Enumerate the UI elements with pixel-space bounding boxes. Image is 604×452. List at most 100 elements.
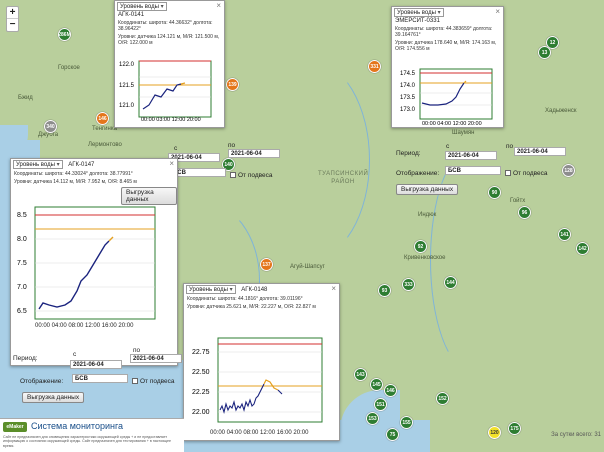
- place-label: Гойтх: [510, 198, 526, 204]
- station-marker[interactable]: 146: [384, 384, 397, 397]
- export-button[interactable]: Выгрузка данных: [22, 392, 85, 403]
- place-label: Тенгинка: [92, 126, 117, 132]
- close-icon[interactable]: ×: [331, 284, 336, 293]
- station-marker[interactable]: 146: [96, 112, 109, 125]
- station-marker[interactable]: 137: [260, 258, 273, 271]
- footer: eMaker Система мониторинга Сайт не предн…: [0, 418, 184, 452]
- display-select[interactable]: БСВ: [170, 168, 226, 177]
- parameter-select[interactable]: Уровень воды: [186, 285, 236, 294]
- checkbox[interactable]: [230, 172, 236, 179]
- date-to-input[interactable]: 2021-06-04: [514, 147, 566, 156]
- station-marker[interactable]: 92: [414, 240, 427, 253]
- station-name: ЭМЕРСИТ-0331: [395, 18, 440, 24]
- y-tick: 121.0: [119, 103, 135, 109]
- place-label: Лермонтово: [88, 142, 122, 148]
- station-marker[interactable]: 12: [546, 36, 559, 49]
- podves-checkbox[interactable]: От подвеса: [505, 170, 547, 177]
- station-marker[interactable]: 13: [538, 46, 551, 59]
- close-icon[interactable]: ×: [495, 7, 500, 16]
- podves-checkbox[interactable]: От подвеса: [132, 378, 174, 385]
- y-tick: 22.75: [192, 349, 210, 356]
- station-coordinates: Координаты: широта: 44.1816° долгота: 39…: [187, 296, 303, 302]
- x-ticks: 00:00 04:00 12:00 20:00: [422, 121, 482, 127]
- district-label: ТУАПСИНСКИЙ РАЙОН: [318, 171, 369, 185]
- y-tick: 174.5: [400, 71, 416, 77]
- station-marker[interactable]: 286M: [58, 28, 71, 41]
- checkbox[interactable]: [505, 170, 511, 177]
- station-marker[interactable]: 120: [488, 426, 501, 439]
- station-marker[interactable]: 152: [436, 392, 449, 405]
- podves-checkbox[interactable]: От подвеса: [230, 172, 272, 179]
- close-icon[interactable]: ×: [216, 1, 221, 10]
- station-marker[interactable]: 96: [518, 206, 531, 219]
- station-marker[interactable]: 155: [400, 416, 413, 429]
- water-level-chart: 22.75 22.50 22.25 22.00: [192, 337, 323, 423]
- station-name: АГК-0147: [68, 162, 95, 168]
- place-label: Кривенковское: [404, 255, 446, 261]
- station-marker[interactable]: 139: [226, 78, 239, 91]
- y-tick: 174.0: [400, 83, 416, 89]
- export-button[interactable]: Выгрузка данных: [396, 184, 459, 195]
- station-marker[interactable]: 331: [368, 60, 381, 73]
- river: [140, 200, 260, 360]
- station-marker[interactable]: 142: [576, 242, 589, 255]
- water-level-chart: 174.5 174.0 173.5 173.0 00:00 04:00 12:0…: [400, 68, 493, 127]
- checkbox[interactable]: [132, 378, 138, 385]
- station-levels: Уровни: датчика 178.640 м, М/Я: 174.163 …: [395, 40, 497, 52]
- station-marker[interactable]: 128: [562, 164, 575, 177]
- date-from-input[interactable]: 2021-06-04: [70, 360, 122, 369]
- y-tick: 122.0: [119, 62, 135, 68]
- station-levels: Уровни: датчика 124.121 м, М/Я: 121.500 …: [118, 34, 220, 46]
- water-level-chart: 8.5 8.0 7.5 7.0 6.5: [17, 206, 156, 320]
- station-marker[interactable]: 144: [444, 276, 457, 289]
- place-label: Индюк: [418, 212, 437, 218]
- y-tick: 7.0: [17, 284, 27, 291]
- from-label: с: [174, 145, 178, 152]
- to-label: по: [133, 347, 141, 354]
- station-marker[interactable]: 90: [488, 186, 501, 199]
- station-marker[interactable]: 140: [222, 158, 235, 171]
- station-marker[interactable]: 151: [374, 398, 387, 411]
- display-label: Отображение:: [396, 170, 440, 177]
- y-tick: 22.50: [192, 369, 210, 376]
- y-tick: 173.5: [400, 95, 416, 101]
- parameter-select[interactable]: Уровень воды: [13, 160, 63, 169]
- to-label: по: [228, 142, 236, 149]
- river: [250, 60, 370, 260]
- place-label: Джубга: [38, 132, 59, 138]
- y-tick: 22.25: [192, 389, 210, 396]
- water-level-chart: 122.0 121.5 121.0 00:00 03:00 12:00 20:0…: [119, 60, 212, 123]
- station-marker[interactable]: 175: [508, 422, 521, 435]
- display-select[interactable]: БСВ: [445, 166, 501, 175]
- parameter-select[interactable]: Уровень воды: [394, 8, 444, 17]
- parameter-select[interactable]: Уровень воды: [117, 2, 167, 11]
- station-levels: Уровни: датчика 14.112 м, М/Я: 7.952 м, …: [14, 179, 137, 185]
- date-to-input[interactable]: 2021-06-04: [228, 149, 280, 158]
- date-from-input[interactable]: 2021-06-04: [445, 151, 497, 160]
- station-popup-agk0141: Уровень воды × АГК-0141 Координаты: широ…: [114, 0, 225, 128]
- station-coordinates: Координаты: широта: 44.33024° долгота: 3…: [14, 171, 133, 177]
- date-to-input[interactable]: 2021-06-04: [130, 354, 182, 363]
- display-select[interactable]: БСВ: [72, 374, 128, 383]
- export-button[interactable]: Выгрузка данных: [121, 187, 177, 205]
- y-tick: 6.5: [17, 308, 27, 315]
- date-from-input[interactable]: 2021-06-04: [168, 153, 220, 162]
- station-marker[interactable]: 93: [378, 284, 391, 297]
- period-label: Период:: [13, 355, 38, 362]
- site-title: Система мониторинга: [31, 421, 124, 431]
- station-marker[interactable]: 340: [44, 120, 57, 133]
- status-text: За сутки всего: 31: [551, 432, 601, 438]
- station-marker[interactable]: 75: [386, 428, 399, 441]
- station-marker[interactable]: 153: [366, 412, 379, 425]
- station-popup-agk0148: Уровень воды АГК-0148 × Координаты: широ…: [183, 283, 340, 441]
- zoom-in-button[interactable]: +: [7, 7, 18, 19]
- station-marker[interactable]: 333: [402, 278, 415, 291]
- station-marker[interactable]: 141: [558, 228, 571, 241]
- station-name: АГК-0141: [118, 12, 145, 18]
- zoom-out-button[interactable]: −: [9, 19, 16, 30]
- station-marker[interactable]: 145: [370, 378, 383, 391]
- place-label: Хадыженск: [545, 108, 577, 114]
- station-marker[interactable]: 143: [354, 368, 367, 381]
- close-icon[interactable]: ×: [169, 159, 174, 168]
- place-label: Агуй-Шапсуг: [290, 264, 325, 270]
